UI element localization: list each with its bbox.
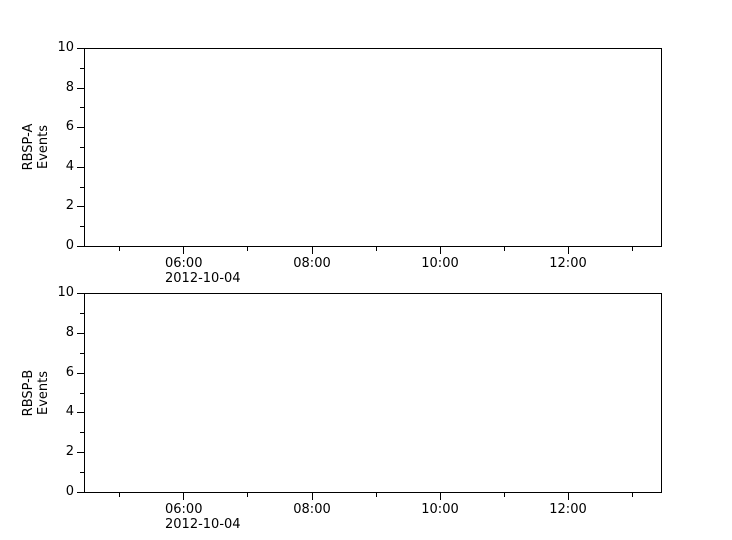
y-tick-label: 4: [65, 404, 74, 419]
x-tick-label: 12:00: [549, 256, 587, 271]
x-major-tick: [312, 493, 313, 500]
y-tick-label: 4: [65, 159, 74, 174]
x-minor-tick: [119, 247, 120, 251]
x-minor-tick: [632, 247, 633, 251]
x-tick-label: 10:00: [421, 502, 459, 517]
x-major-tick: [568, 247, 569, 254]
x-major-tick: [312, 247, 313, 254]
x-major-tick: [568, 493, 569, 500]
y-major-tick: [77, 206, 84, 207]
x-minor-tick: [376, 493, 377, 497]
y-tick-label: 2: [65, 198, 74, 213]
y-major-tick: [77, 167, 84, 168]
y-minor-tick: [80, 107, 84, 108]
x-tick-label: 10:00: [421, 256, 459, 271]
x-minor-tick: [247, 493, 248, 497]
x-minor-tick: [632, 493, 633, 497]
x-major-tick: [183, 493, 184, 500]
x-major-tick: [440, 493, 441, 500]
plot-box-top: [84, 48, 662, 247]
y-minor-tick: [80, 472, 84, 473]
x-minor-tick: [504, 493, 505, 497]
x-minor-tick: [119, 493, 120, 497]
y-tick-label: 0: [65, 484, 74, 499]
y-minor-tick: [80, 353, 84, 354]
x-tick-label: 12:00: [549, 502, 587, 517]
y-minor-tick: [80, 68, 84, 69]
y-minor-tick: [80, 226, 84, 227]
y-axis-label-bottom: RBSP-B Events: [21, 369, 51, 416]
x-tick-label-with-date: 06:00 2012-10-04: [165, 502, 241, 532]
y-major-tick: [77, 246, 84, 247]
y-minor-tick: [80, 393, 84, 394]
y-tick-label: 8: [65, 325, 74, 340]
y-tick-label: 0: [65, 238, 74, 253]
y-minor-tick: [80, 313, 84, 314]
y-tick-label: 2: [65, 444, 74, 459]
y-major-tick: [77, 452, 84, 453]
x-tick-label: 08:00: [293, 256, 331, 271]
x-major-tick: [440, 247, 441, 254]
y-axis-label-top: RBSP-A Events: [21, 123, 51, 171]
x-minor-tick: [247, 247, 248, 251]
y-tick-label: 6: [65, 365, 74, 380]
y-major-tick: [77, 333, 84, 334]
y-major-tick: [77, 373, 84, 374]
y-tick-label: 10: [57, 40, 74, 55]
y-tick-label: 10: [57, 285, 74, 300]
y-tick-label: 6: [65, 119, 74, 134]
y-major-tick: [77, 127, 84, 128]
y-major-tick: [77, 88, 84, 89]
plot-box-bottom: [84, 293, 662, 493]
x-major-tick: [183, 247, 184, 254]
x-tick-label: 08:00: [293, 502, 331, 517]
x-minor-tick: [376, 247, 377, 251]
y-minor-tick: [80, 432, 84, 433]
y-major-tick: [77, 412, 84, 413]
y-minor-tick: [80, 187, 84, 188]
y-major-tick: [77, 48, 84, 49]
y-major-tick: [77, 293, 84, 294]
x-tick-label-with-date: 06:00 2012-10-04: [165, 256, 241, 286]
y-tick-label: 8: [65, 80, 74, 95]
y-major-tick: [77, 492, 84, 493]
y-minor-tick: [80, 147, 84, 148]
x-minor-tick: [504, 247, 505, 251]
